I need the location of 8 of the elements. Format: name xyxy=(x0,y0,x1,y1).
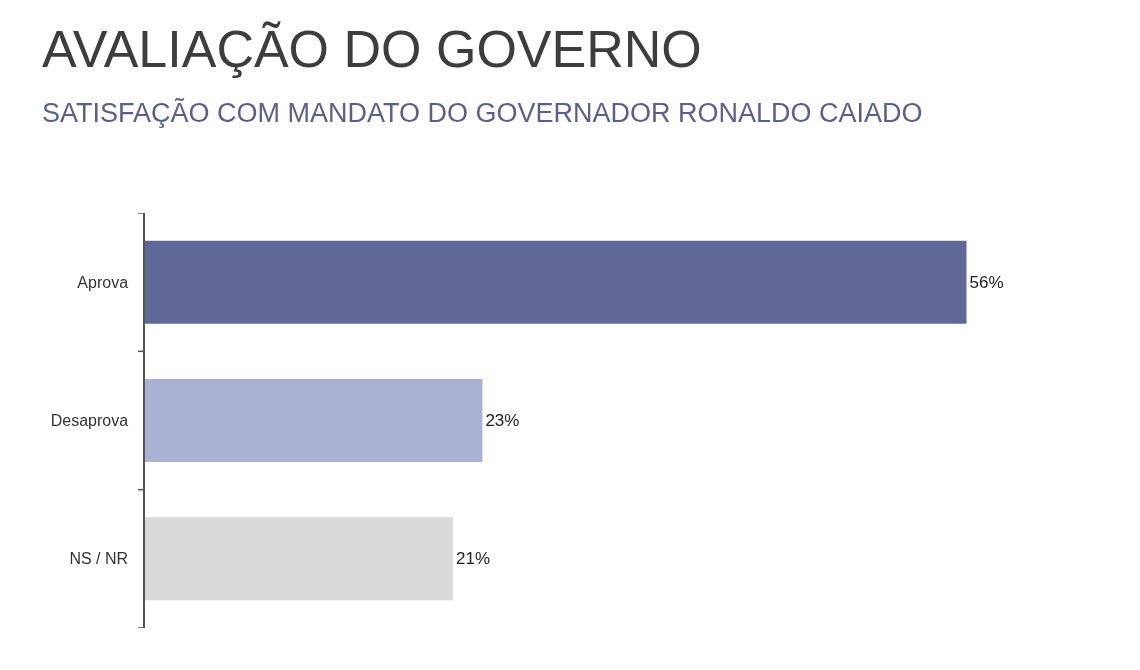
y-tick-label: Aprova xyxy=(77,273,129,291)
data-label: 56% xyxy=(969,272,1004,292)
data-label: 21% xyxy=(456,549,491,569)
y-tick-label: NS / NR xyxy=(69,550,129,568)
y-tick-label: Desaprova xyxy=(50,412,129,430)
data-label: 23% xyxy=(485,411,520,430)
chart-title: AVALIAÇÃO DO GOVERNO xyxy=(42,20,702,78)
chart-subtitle: SATISFAÇÃO COM MANDATO DO GOVERNADOR RONALDO CAIADO xyxy=(42,97,923,128)
